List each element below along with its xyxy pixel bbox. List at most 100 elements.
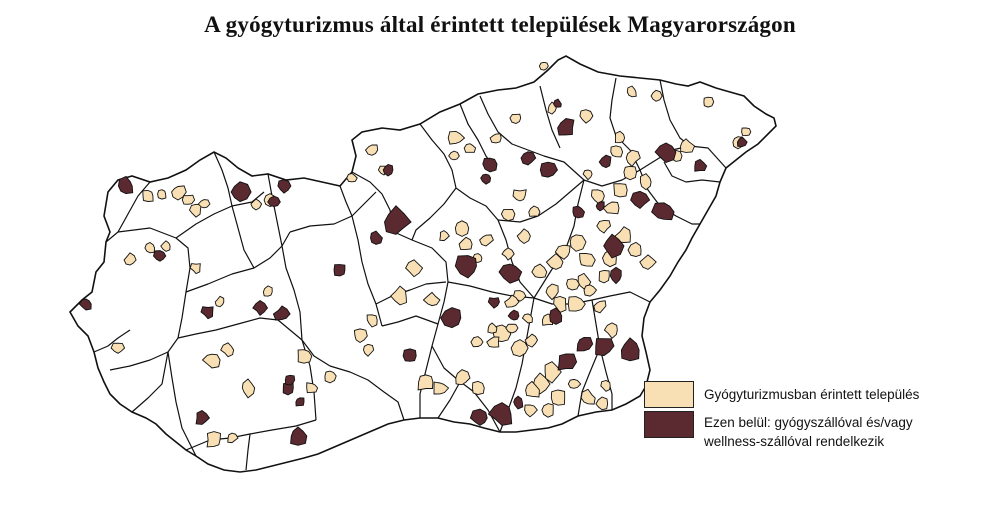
district-boundary <box>177 317 303 341</box>
spa-settlement <box>455 369 471 386</box>
spa-settlement <box>623 165 637 181</box>
district-boundary <box>497 179 585 223</box>
hotel-settlement <box>598 154 612 169</box>
hotel-settlement <box>651 202 675 221</box>
hotel-settlement <box>402 348 417 362</box>
hotel-settlement <box>252 300 269 317</box>
hotel-settlement <box>498 263 523 284</box>
spa-settlement <box>472 380 485 395</box>
spa-settlement <box>580 388 596 405</box>
spa-settlement <box>487 322 498 334</box>
hotel-settlement <box>487 297 500 309</box>
spa-settlement <box>390 285 407 306</box>
spa-settlement <box>364 144 379 156</box>
spa-settlement <box>160 240 171 252</box>
hotel-settlement <box>267 195 281 207</box>
spa-settlement <box>610 145 624 158</box>
spa-settlement <box>500 208 516 222</box>
spa-settlement <box>625 149 641 168</box>
hotel-settlement <box>620 337 640 362</box>
hotel-settlement <box>576 337 594 352</box>
spa-settlement <box>538 61 549 71</box>
hotel-settlement <box>630 190 651 209</box>
spa-settlement <box>458 236 473 250</box>
spa-settlement <box>566 278 581 291</box>
spa-settlement <box>250 198 263 211</box>
hotel-settlement <box>572 205 586 219</box>
spa-settlement <box>528 205 541 217</box>
hotel-settlement <box>694 158 708 172</box>
spa-settlement <box>741 127 752 137</box>
spa-settlement <box>550 389 566 406</box>
hotel-settlement <box>153 250 167 262</box>
district-boundary <box>131 351 169 413</box>
district-boundary <box>329 365 405 421</box>
spa-settlement <box>579 109 594 124</box>
legend-swatch-spa <box>644 381 694 408</box>
hotel-settlement <box>557 118 575 136</box>
spa-settlement <box>512 189 527 202</box>
spa-settlement <box>405 259 424 278</box>
spa-settlement <box>703 96 715 108</box>
spa-settlement <box>525 380 540 398</box>
spa-settlement <box>627 241 642 257</box>
hotel-settlement <box>469 408 488 426</box>
spa-settlement <box>600 380 611 392</box>
spa-settlement <box>614 130 626 144</box>
district-boundary <box>497 219 535 299</box>
spa-settlement <box>439 230 450 242</box>
spa-settlement <box>639 254 657 270</box>
spa-settlement <box>583 284 598 297</box>
district-boundary <box>375 281 447 305</box>
hotel-settlement <box>487 402 513 426</box>
hotel-settlement <box>595 338 615 357</box>
spa-settlement <box>596 219 612 234</box>
hotel-settlement <box>117 175 134 195</box>
district-boundary <box>419 123 499 221</box>
district-boundary <box>231 205 255 269</box>
spa-settlement <box>567 378 582 389</box>
hotel-settlement <box>480 173 492 185</box>
legend-item-spa: Gyógyturizmusban érintett település <box>644 381 919 408</box>
spa-settlement <box>567 296 586 312</box>
spa-settlement <box>241 378 256 399</box>
spa-settlement <box>324 370 337 384</box>
hotel-settlement <box>737 136 748 147</box>
spa-settlement <box>110 342 126 354</box>
spa-settlement <box>447 130 466 145</box>
hotel-settlement <box>370 230 383 245</box>
spa-settlement <box>639 173 652 191</box>
spa-settlement <box>569 234 587 252</box>
spa-settlement <box>433 381 450 395</box>
hotel-settlement <box>277 179 292 194</box>
spa-settlement <box>598 270 610 284</box>
spa-settlement <box>470 336 484 348</box>
district-boundary <box>411 187 457 241</box>
district-boundary <box>663 161 721 183</box>
spa-settlement <box>214 295 225 308</box>
spa-settlement <box>463 143 477 153</box>
spa-settlement <box>189 263 201 275</box>
hotel-settlement <box>507 309 520 321</box>
district-boundary <box>437 381 461 419</box>
spa-settlement <box>206 431 221 448</box>
hotel-settlement <box>295 397 305 407</box>
spa-settlement <box>123 252 137 266</box>
legend-item-hotel: Ezen belül: gyógyszállóval és/vagy welln… <box>644 411 954 451</box>
hotel-settlement <box>609 266 622 285</box>
spa-settlement <box>554 244 571 260</box>
district-boundary <box>577 347 601 417</box>
spa-settlement <box>545 283 559 301</box>
hotel-settlement <box>195 409 210 425</box>
spa-settlement <box>595 396 609 411</box>
hotel-settlement <box>539 161 559 178</box>
hotel-settlement <box>595 201 605 212</box>
spa-settlement <box>486 336 500 348</box>
district-boundary <box>281 245 331 367</box>
legend-label-spa: Gyógyturizmusban érintett település <box>704 387 920 402</box>
spa-settlement <box>479 234 494 247</box>
spa-settlement <box>509 113 522 124</box>
district-boundary <box>109 227 191 371</box>
spa-settlement <box>541 403 554 418</box>
spa-settlement <box>353 328 368 344</box>
